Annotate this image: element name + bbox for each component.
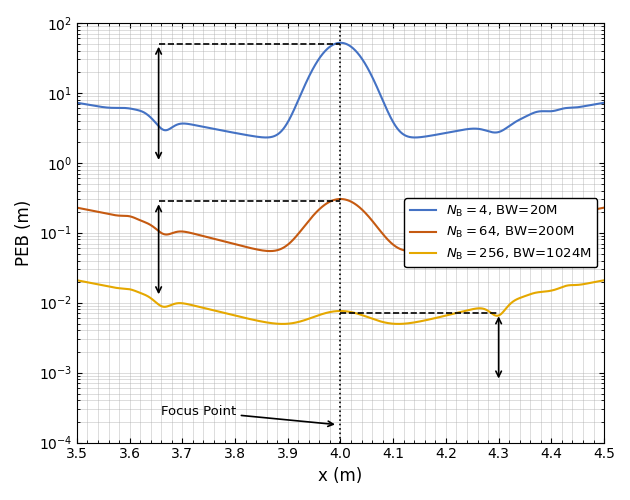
$N_{\mathrm{B}} = 256$, BW=1024M <box>298 318 306 324</box>
$N_{\mathrm{B}} = 256$, BW=1024M <box>534 290 541 296</box>
$N_{\mathrm{B}} = 64$, BW=200M <box>266 248 274 254</box>
Line: $N_{\mathrm{B}} = 256$, BW=1024M: $N_{\mathrm{B}} = 256$, BW=1024M <box>77 280 604 324</box>
$N_{\mathrm{B}} = 4$, BW=20M <box>411 134 419 140</box>
Text: Focus Point: Focus Point <box>161 405 333 426</box>
Y-axis label: PEB (m): PEB (m) <box>15 200 33 266</box>
$N_{\mathrm{B}} = 64$, BW=200M <box>164 232 172 237</box>
$N_{\mathrm{B}} = 4$, BW=20M <box>336 40 344 46</box>
$N_{\mathrm{B}} = 64$, BW=200M <box>534 217 541 223</box>
$N_{\mathrm{B}} = 64$, BW=200M <box>336 196 344 202</box>
$N_{\mathrm{B}} = 4$, BW=20M <box>534 109 541 115</box>
$N_{\mathrm{B}} = 4$, BW=20M <box>164 126 172 132</box>
$N_{\mathrm{B}} = 4$, BW=20M <box>134 107 141 113</box>
$N_{\mathrm{B}} = 4$, BW=20M <box>298 89 306 95</box>
$N_{\mathrm{B}} = 256$, BW=1024M <box>279 321 287 327</box>
$N_{\mathrm{B}} = 256$, BW=1024M <box>73 278 81 283</box>
$N_{\mathrm{B}} = 64$, BW=200M <box>590 206 598 212</box>
$N_{\mathrm{B}} = 4$, BW=20M <box>73 100 81 105</box>
$N_{\mathrm{B}} = 64$, BW=200M <box>275 246 283 252</box>
$N_{\mathrm{B}} = 4$, BW=20M <box>275 130 283 136</box>
Line: $N_{\mathrm{B}} = 4$, BW=20M: $N_{\mathrm{B}} = 4$, BW=20M <box>77 43 604 138</box>
$N_{\mathrm{B}} = 256$, BW=1024M <box>600 278 608 283</box>
X-axis label: x (m): x (m) <box>318 467 363 485</box>
$N_{\mathrm{B}} = 4$, BW=20M <box>600 100 608 105</box>
$N_{\mathrm{B}} = 64$, BW=200M <box>298 226 306 232</box>
$N_{\mathrm{B}} = 64$, BW=200M <box>600 204 608 210</box>
Line: $N_{\mathrm{B}} = 64$, BW=200M: $N_{\mathrm{B}} = 64$, BW=200M <box>77 199 604 251</box>
$N_{\mathrm{B}} = 256$, BW=1024M <box>164 303 172 309</box>
$N_{\mathrm{B}} = 256$, BW=1024M <box>134 288 141 294</box>
$N_{\mathrm{B}} = 64$, BW=200M <box>73 204 81 210</box>
$N_{\mathrm{B}} = 256$, BW=1024M <box>275 321 283 327</box>
$N_{\mathrm{B}} = 256$, BW=1024M <box>590 279 598 285</box>
Legend: $N_{\mathrm{B}} = 4$, BW=20M, $N_{\mathrm{B}} = 64$, BW=200M, $N_{\mathrm{B}} = : $N_{\mathrm{B}} = 4$, BW=20M, $N_{\mathr… <box>404 198 597 267</box>
$N_{\mathrm{B}} = 4$, BW=20M <box>590 102 598 107</box>
$N_{\mathrm{B}} = 64$, BW=200M <box>134 216 141 222</box>
